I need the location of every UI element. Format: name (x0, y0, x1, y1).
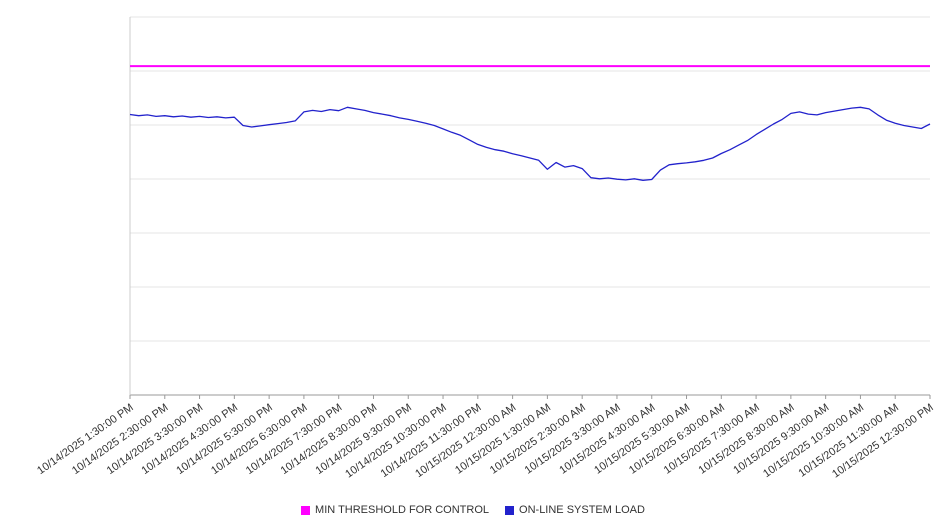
x-axis-ticks (129, 395, 931, 399)
load-swatch-icon (505, 505, 515, 515)
legend-item-threshold[interactable]: MIN THRESHOLD FOR CONTROL (301, 504, 489, 516)
chart-legend: MIN THRESHOLD FOR CONTROL ON-LINE SYSTEM… (0, 504, 946, 516)
legend-load-label: ON-LINE SYSTEM LOAD (519, 504, 645, 516)
load-series-line (129, 106, 931, 181)
threshold-swatch-icon (301, 505, 311, 515)
legend-item-load[interactable]: ON-LINE SYSTEM LOAD (505, 504, 645, 516)
gridlines (130, 16, 930, 396)
legend-threshold-label: MIN THRESHOLD FOR CONTROL (315, 504, 490, 516)
